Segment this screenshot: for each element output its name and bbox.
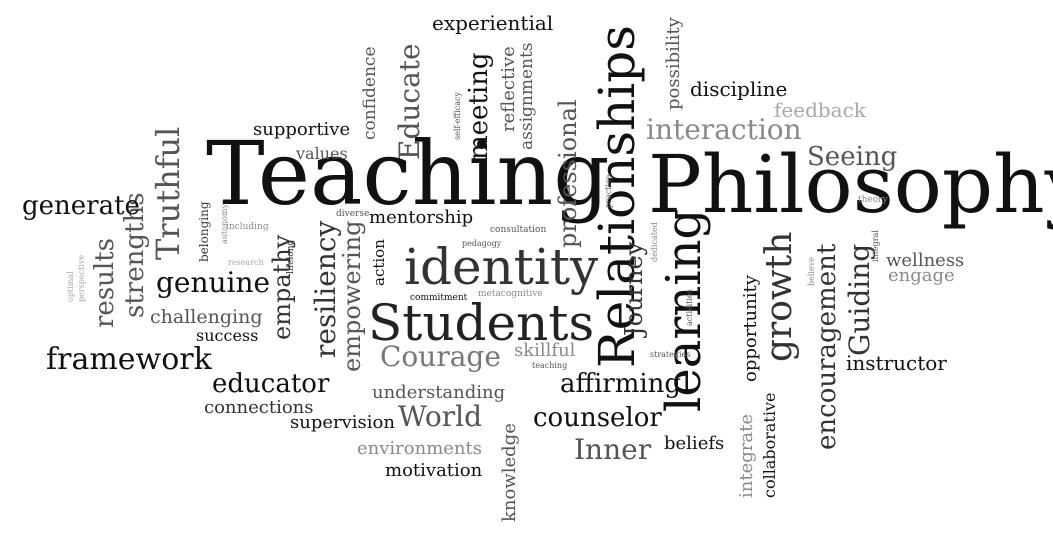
word-commitment: commitment <box>410 293 468 303</box>
word-metacognitive: metacognitive <box>478 289 543 299</box>
word-strategies: strategies <box>650 350 691 359</box>
word-instructor: instructor <box>846 351 947 375</box>
word-optimal: optimal <box>66 271 75 302</box>
word-environments: environments <box>357 438 482 459</box>
word-beliefs: beliefs <box>664 433 725 454</box>
word-practice: practice <box>604 174 613 208</box>
word-counselor: counselor <box>533 403 662 433</box>
word-activities: activities <box>685 289 694 326</box>
word-challenging: challenging <box>150 306 263 328</box>
word-theory: theory <box>858 195 888 205</box>
word-encouragement: encouragement <box>812 243 842 450</box>
word-integrate: integrate <box>736 414 757 498</box>
word-truthful: Truthful <box>149 126 187 260</box>
word-possibility: possibility <box>663 17 684 110</box>
word-results: results <box>90 237 120 328</box>
word-success: success <box>196 326 259 345</box>
word-professional: professional <box>554 99 582 248</box>
word-including: including <box>226 222 269 232</box>
word-empowering: empowering <box>338 220 366 373</box>
word-engage: engage <box>888 265 955 286</box>
word-teaching: Teaching <box>206 122 610 225</box>
word-supportive: supportive <box>253 119 351 140</box>
word-meeting: meeting <box>464 52 494 160</box>
word-understanding: understanding <box>372 382 506 403</box>
word-feedback: feedback <box>774 98 866 122</box>
word-identity: identity <box>404 238 599 296</box>
word-philosophy: Philosophy <box>648 138 1053 231</box>
word-confidence: confidence <box>360 46 380 140</box>
word-collaborative: collaborative <box>760 392 779 498</box>
word-interaction: interaction <box>646 113 802 146</box>
word-consultation: consultation <box>490 225 547 235</box>
word-opportunity: opportunity <box>740 275 761 382</box>
word-growth: growth <box>759 231 800 362</box>
word-framework: framework <box>46 342 212 377</box>
word-experiential: experiential <box>432 11 554 35</box>
word-diverse: diverse <box>336 209 370 219</box>
word-wellness: wellness <box>886 250 965 271</box>
word-research: research <box>228 258 264 267</box>
word-journey: Journey <box>620 241 648 336</box>
word-resiliency: resiliency <box>309 220 342 358</box>
word-world: World <box>398 400 482 433</box>
word-educator: educator <box>212 369 330 399</box>
word-believe: believe <box>807 257 816 286</box>
word-educate: Educate <box>393 43 426 160</box>
word-pedagogy: pedagogy <box>462 239 502 248</box>
word-knowledge: knowledge <box>499 423 520 522</box>
word-teaching-small: teaching <box>532 361 568 370</box>
word-genuine: genuine <box>156 266 271 299</box>
word-reflective: reflective <box>498 46 519 132</box>
word-courage: Courage <box>380 340 501 373</box>
word-perspective: perspective <box>77 254 86 302</box>
word-belonging: belonging <box>197 201 211 262</box>
word-empathy: empathy <box>268 234 296 340</box>
word-students: Students <box>368 294 595 352</box>
word-integral: integral <box>871 230 880 262</box>
word-seeing: Seeing <box>807 142 898 172</box>
word-mentorship: mentorship <box>369 207 474 228</box>
word-guiding: Guiding <box>843 243 876 356</box>
word-self-efficacy: self-efficacy <box>453 91 462 140</box>
word-discipline: discipline <box>690 77 788 101</box>
word-skillful: skillful <box>514 340 576 361</box>
word-supervision: supervision <box>290 412 395 433</box>
word-dedicated: dedicated <box>650 222 659 262</box>
word-inner: Inner <box>574 433 652 466</box>
word-action: action <box>370 239 388 286</box>
word-affirming: affirming <box>560 369 682 399</box>
word-assignments: assignments <box>517 42 537 150</box>
word-generate: generate <box>22 191 140 221</box>
word-motivation: motivation <box>385 460 483 481</box>
word-values: values <box>296 144 348 163</box>
word-connections: connections <box>204 397 314 418</box>
